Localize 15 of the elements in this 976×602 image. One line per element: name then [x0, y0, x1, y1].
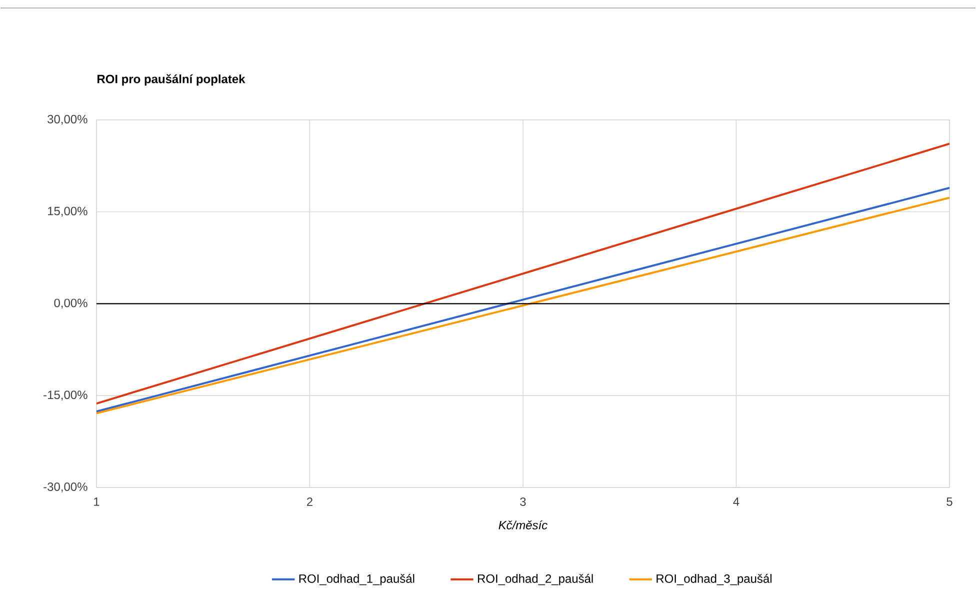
legend-label: ROI_odhad_1_paušál: [299, 574, 414, 586]
y-tick-label: -15,00%: [44, 390, 88, 400]
x-tick-label: 1: [94, 497, 100, 506]
x-tick-label: 4: [733, 497, 740, 506]
x-tick-label: 2: [306, 497, 312, 506]
legend-label: ROI_odhad_3_paušál: [656, 574, 772, 586]
y-tick-label: 30,00%: [48, 114, 88, 125]
legend-label: ROI_odhad_2_paušál: [478, 574, 593, 586]
x-tick-label: 3: [520, 497, 526, 506]
x-tick-label: 5: [946, 497, 952, 506]
y-tick-label: 15,00%: [48, 206, 88, 217]
y-tick-label: -30,00%: [44, 482, 88, 492]
x-axis-title: Kč/měsíc: [498, 520, 548, 530]
chart-title: ROI pro paušální poplatek: [98, 74, 246, 86]
y-tick-label: 0,00%: [54, 298, 88, 308]
